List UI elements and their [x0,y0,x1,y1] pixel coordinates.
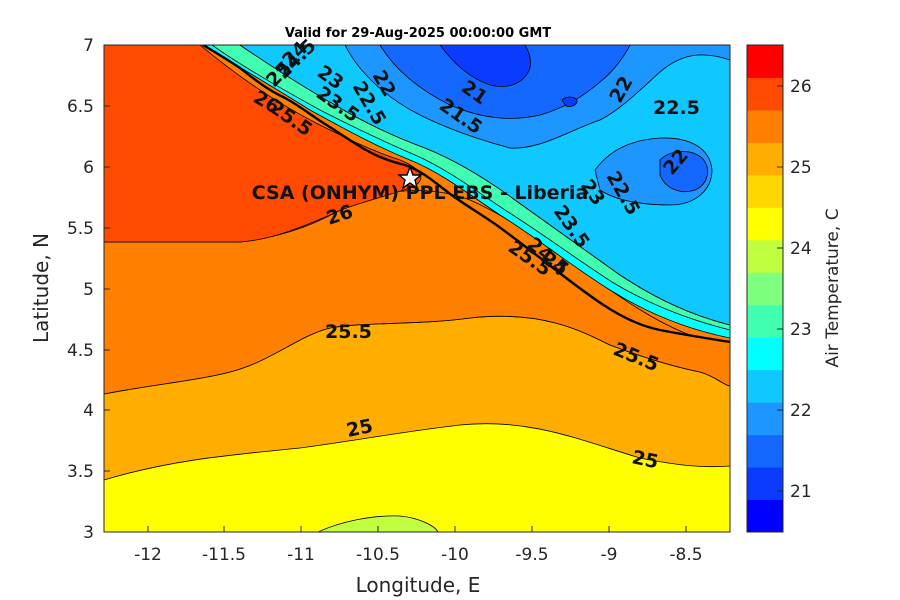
contour-label: 25 [630,446,660,473]
colorbar-segment [747,499,783,533]
x-tick-label: -9 [601,545,618,565]
x-tick-label: -12 [134,545,162,565]
colorbar [747,45,783,533]
colorbar-tick-label: 23 [790,320,812,340]
colorbar-tick-label: 21 [790,482,812,502]
colorbar-tick-label: 26 [790,77,812,97]
colorbar-segment [747,207,783,241]
y-tick-label: 3.5 [67,462,94,482]
band-25.5-26-body [104,190,730,395]
y-tick-label: 6 [83,158,94,178]
colorbar-segment [747,337,783,371]
colorbar-segment [747,402,783,436]
contour-label: 25.5 [325,321,372,343]
colorbar-label: Air Temperature, C [823,208,843,367]
band-20.5-21 [439,45,531,87]
x-tick-label: -10 [441,545,469,565]
site-label: CSA (ONHYM) PPL EBS - Liberia [252,182,589,204]
colorbar-frame [746,44,784,533]
colorbar-segment [747,77,783,111]
y-axis-label: Latitude, N [29,233,53,343]
colorbar-ticks: 26 25 24 23 22 21 [777,77,812,502]
colorbar-segment [747,109,783,143]
colorbar-segment [747,142,783,176]
y-tick-label: 6.5 [67,97,94,117]
y-tick-label: 4 [83,401,94,421]
y-tick-label: 5 [83,280,94,300]
colorbar-segment [747,467,783,501]
x-tick-label: -10.5 [356,545,400,565]
colorbar-segment [747,272,783,306]
chart-title: Valid for 29-Aug-2025 00:00:00 GMT [285,26,551,41]
colorbar-segment [747,369,783,403]
colorbar-tick-label: 22 [790,401,812,421]
coastline [202,45,730,344]
colorbar-tick-label: 25 [790,158,812,178]
contour-label: 25 [344,415,374,442]
x-tick-label: -11.5 [202,545,246,565]
x-axis: -12 -11.5 -11 -10.5 -10 -9.5 -9 -8.5 Lon… [134,526,703,597]
x-axis-label: Longitude, E [356,573,481,597]
x-tick-label: -11 [287,545,315,565]
colorbar-segment [747,45,783,78]
colorbar-tick-label: 24 [790,239,812,259]
y-tick-label: 5.5 [67,219,94,239]
contour-label: 22.5 [653,97,700,119]
y-tick-label: 3 [83,523,94,543]
contour-field [104,45,730,532]
colorbar-segment [747,434,783,468]
x-tick-label: -9.5 [515,545,548,565]
x-tick-label: -8.5 [669,545,702,565]
y-tick-label: 4.5 [67,341,94,361]
site-star-icon [397,165,423,190]
colorbar-segment [747,174,783,208]
colorbar-segment [747,239,783,273]
y-axis: 7 6.5 6 5.5 5 4.5 4 3.5 3 Latitude, N [29,36,110,543]
colorbar-segment [747,304,783,338]
y-tick-label: 7 [83,36,94,56]
